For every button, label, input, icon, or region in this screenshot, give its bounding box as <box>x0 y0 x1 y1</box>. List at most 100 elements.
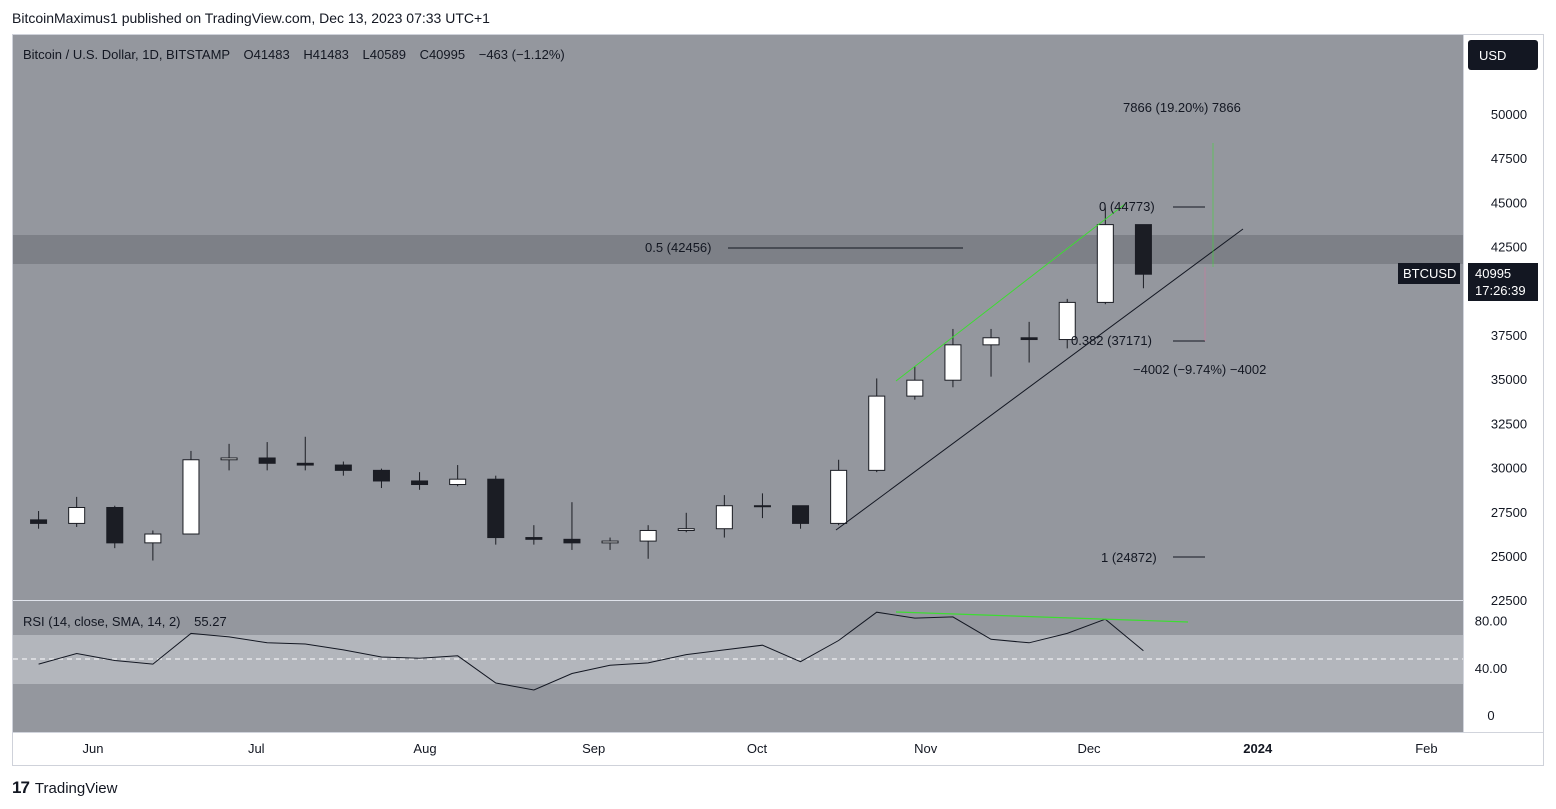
tradingview-logo-icon[interactable]: 17 <box>12 778 30 797</box>
price-tick-label: 30000 <box>1491 461 1527 476</box>
candle <box>982 328 1000 377</box>
candle-body <box>372 469 390 482</box>
price-tick-label: 42500 <box>1491 240 1527 255</box>
tradingview-logo-text[interactable]: TradingView <box>34 779 118 797</box>
price-tick-label: 22500 <box>1491 593 1527 608</box>
candle-body <box>258 457 276 464</box>
ticker-tag-label: BTCUSD <box>1403 266 1456 281</box>
candle <box>258 442 276 471</box>
fib-0382-label: 0.382 (37171) <box>1071 333 1152 348</box>
time-tick-label: Aug <box>413 741 436 756</box>
candle <box>68 496 86 527</box>
symbol-legend: Bitcoin / U.S. Dollar, 1D, BITSTAMP O414… <box>23 47 565 62</box>
legend-open: O41483 <box>243 47 289 62</box>
candle-body <box>1134 224 1152 275</box>
legend-high: H41483 <box>303 47 349 62</box>
candle <box>1058 298 1076 349</box>
candle-body <box>334 464 352 471</box>
candle <box>830 459 848 526</box>
candle <box>411 472 429 490</box>
price-divergence-line[interactable] <box>895 203 1126 382</box>
candle-body <box>715 505 733 530</box>
fib-05-label: 0.5 (42456) <box>645 240 712 255</box>
candle <box>449 465 467 487</box>
time-tick-label: Jun <box>83 741 104 756</box>
candle <box>563 502 581 550</box>
candle-body <box>868 395 886 471</box>
legend-symbol: Bitcoin / U.S. Dollar, 1D, BITSTAMP <box>23 47 230 62</box>
publish-header: BitcoinMaximus1 published on TradingView… <box>12 10 490 26</box>
candles <box>30 207 1152 561</box>
candle-body <box>563 538 581 544</box>
candle <box>868 378 886 473</box>
chart-frame: 2250025000275003000032500350003750040000… <box>12 34 1544 766</box>
candle-body <box>1096 224 1114 303</box>
candle-body <box>906 379 924 397</box>
candle <box>1096 207 1114 305</box>
last-price-tag: 40995 17:26:39 <box>1468 263 1538 301</box>
ticker-tag: BTCUSD <box>1398 263 1460 284</box>
rsi-legend-title: RSI (14, close, SMA, 14, 2) <box>23 614 181 629</box>
candle-body <box>601 540 619 544</box>
time-axis[interactable] <box>13 732 1543 765</box>
candle-body <box>1058 301 1076 341</box>
time-tick-label: Dec <box>1077 741 1101 756</box>
rsi-tick-label: 80.00 <box>1475 614 1508 629</box>
price-tick-label: 35000 <box>1491 372 1527 387</box>
candle-body <box>106 506 124 544</box>
chart-svg[interactable]: 2250025000275003000032500350003750040000… <box>13 35 1543 765</box>
candle <box>944 328 962 388</box>
candle-body <box>30 519 48 524</box>
price-tick-label: 32500 <box>1491 416 1527 431</box>
measure-down-label: −4002 (−9.74%) −4002 <box>1133 362 1266 377</box>
currency-button[interactable]: USD <box>1468 40 1538 70</box>
candle <box>639 525 657 559</box>
candle <box>220 443 238 471</box>
measure-up-label: 7866 (19.20%) 7866 <box>1123 100 1241 115</box>
fib-0-label: 0 (44773) <box>1099 199 1155 214</box>
time-tick-label: Nov <box>914 741 938 756</box>
last-price-tag-bg <box>1468 263 1538 301</box>
price-tick-label: 25000 <box>1491 549 1527 564</box>
candle-body <box>68 506 86 524</box>
price-tick-label: 27500 <box>1491 505 1527 520</box>
candle <box>106 505 124 549</box>
candle <box>182 450 200 535</box>
footer: 17 TradingView <box>12 777 117 799</box>
legend-close: C40995 <box>420 47 466 62</box>
ascending-support-line[interactable] <box>835 228 1244 531</box>
candle-body <box>487 478 505 539</box>
candle <box>753 493 771 519</box>
ticker-tag-bg <box>1398 263 1460 284</box>
candle-body <box>830 469 848 524</box>
currency-button-bg[interactable] <box>1468 40 1538 70</box>
candle <box>334 461 352 476</box>
candle <box>30 511 48 529</box>
price-axis[interactable] <box>1464 35 1543 732</box>
candle-body <box>753 505 771 508</box>
rsi-tick-labels: 80.00 40.00 0 <box>1475 614 1508 723</box>
candle <box>372 468 390 489</box>
legend-change: −463 (−1.12%) <box>479 47 565 62</box>
candle-body <box>1020 337 1038 341</box>
candle <box>677 512 695 533</box>
countdown-label: 17:26:39 <box>1475 283 1526 298</box>
currency-button-label[interactable]: USD <box>1479 48 1506 63</box>
time-tick-label: Oct <box>747 741 768 756</box>
candle-body <box>449 478 467 486</box>
candle <box>1020 321 1038 363</box>
price-tick-label: 50000 <box>1491 107 1527 122</box>
last-price-label: 40995 <box>1475 266 1511 281</box>
candle-body <box>411 480 429 486</box>
candle <box>906 366 924 400</box>
time-tick-label: Feb <box>1415 741 1437 756</box>
candle <box>296 436 314 471</box>
candle-body <box>944 344 962 381</box>
candle <box>487 475 505 545</box>
price-tick-label: 45000 <box>1491 195 1527 210</box>
rsi-divergence-line[interactable] <box>895 611 1189 623</box>
candle <box>525 525 543 545</box>
candle-body <box>677 528 695 531</box>
time-tick-label: Sep <box>582 741 605 756</box>
rsi-legend: RSI (14, close, SMA, 14, 2) 55.27 <box>23 614 227 629</box>
